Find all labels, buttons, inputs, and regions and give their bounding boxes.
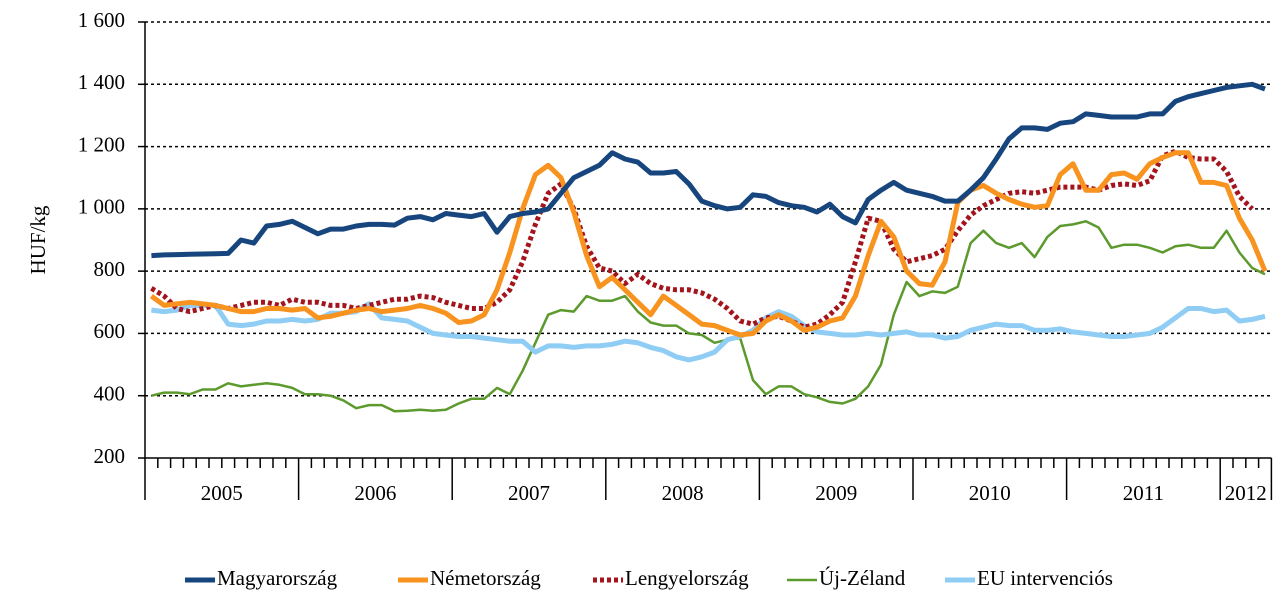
x-group-label: 2009	[815, 481, 857, 505]
y-tick-label: 600	[94, 319, 126, 343]
y-tick-label: 200	[94, 444, 126, 468]
series-line	[149, 150, 1268, 338]
x-group-label: 2007	[508, 481, 550, 505]
x-group-label: 2008	[662, 481, 704, 505]
legend-label: Új-Zéland	[819, 566, 906, 590]
x-group-label: 2012	[1225, 481, 1267, 505]
legend-label: Magyarország	[217, 566, 338, 590]
y-axis-title: HUF/kg	[26, 205, 50, 274]
x-group-label: 2010	[969, 481, 1011, 505]
y-tick-label: 800	[94, 257, 126, 281]
y-tick-label: 1 000	[78, 195, 125, 219]
y-tick-label: 400	[94, 382, 126, 406]
y-tick-label: 1 400	[78, 70, 125, 94]
y-tick-label: 1 600	[78, 8, 125, 32]
legend-label: Lengyelország	[625, 566, 749, 590]
legend-label: EU intervenciós	[977, 566, 1113, 590]
series-line	[151, 301, 1266, 363]
series-line	[151, 81, 1266, 259]
y-tick-label: 1 200	[78, 132, 125, 156]
x-group-label: 2005	[201, 481, 243, 505]
series-line	[150, 148, 1254, 330]
series-line	[151, 220, 1266, 413]
x-group-label: 2006	[354, 481, 396, 505]
legend-label: Németország	[430, 566, 541, 590]
x-group-label: 2011	[1123, 481, 1164, 505]
